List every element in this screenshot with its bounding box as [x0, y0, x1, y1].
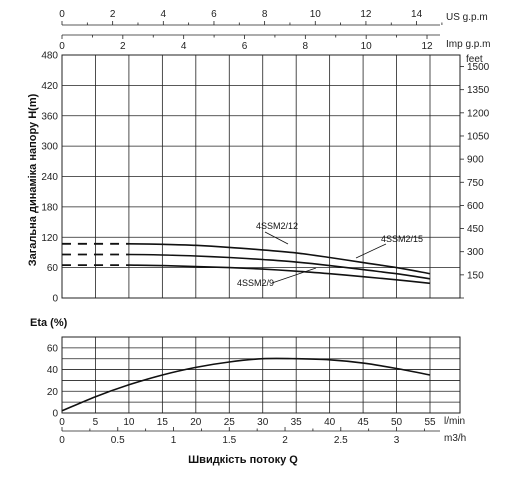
x-lmin-tick-label: 35: [291, 417, 303, 428]
x-lmin-tick-label: 40: [324, 417, 336, 428]
us-tick-label: 0: [59, 9, 65, 20]
feet-tick-label: 300: [467, 247, 484, 258]
imp-tick-label: 10: [361, 41, 373, 52]
imp-tick-label: 8: [303, 41, 309, 52]
us-tick-label: 12: [360, 9, 372, 20]
head-chart-grid: [61, 54, 461, 299]
head-y-tick-label: 60: [47, 263, 59, 274]
feet-tick-label: 750: [467, 178, 484, 189]
eta-y-tick-label: 20: [47, 387, 59, 398]
head-y-tick-label: 0: [52, 294, 58, 305]
x-axis-lmin: 0 5 10 15 20 25 30 35 40 45 50 55: [59, 417, 436, 428]
x-lmin-tick-label: 30: [257, 417, 269, 428]
x-axis-title: Швидкість потоку Q: [188, 454, 298, 466]
x-m3h-tick-label: 0: [59, 435, 65, 446]
x-lmin-tick-label: 25: [224, 417, 236, 428]
top-axis-us-unit: US g.p.m: [446, 12, 488, 23]
head-y-tick-label: 180: [41, 202, 58, 213]
x-lmin-tick-label: 55: [424, 417, 436, 428]
imp-tick-label: 6: [242, 41, 248, 52]
x-axis-m3h-unit: m3/h: [444, 433, 466, 444]
feet-tick-label: 1500: [467, 62, 490, 73]
x-m3h-tick-label: 2: [282, 435, 288, 446]
head-y-tick-label: 360: [41, 111, 58, 122]
x-m3h-tick-label: 1.5: [222, 435, 236, 446]
x-m3h-tick-label: 2.5: [334, 435, 348, 446]
x-lmin-tick-label: 0: [59, 417, 65, 428]
feet-tick-label: 450: [467, 224, 484, 235]
eta-frame: [61, 336, 461, 414]
series-label-4ssm2-9: 4SSM2/9: [237, 278, 274, 288]
eta-y-ticks: 0 20 40 60: [47, 343, 59, 419]
head-y-tick-label: 120: [41, 233, 58, 244]
head-y-tick-label: 240: [41, 172, 58, 183]
x-lmin-tick-label: 45: [358, 417, 370, 428]
head-y-tick-label: 480: [41, 51, 58, 62]
us-tick-label: 8: [262, 9, 268, 20]
x-m3h-tick-label: 1: [171, 435, 177, 446]
top-axis-us-gpm: 0 2 4 6 8 10 12 14: [59, 9, 443, 26]
series-label-4ssm2-15: 4SSM2/15: [381, 234, 423, 244]
feet-tick-label: 150: [467, 270, 484, 281]
imp-tick-label: 12: [421, 41, 433, 52]
eta-y-tick-label: 0: [52, 409, 58, 420]
us-tick-label: 2: [110, 9, 116, 20]
series-label-4ssm2-12: 4SSM2/12: [256, 221, 298, 231]
eta-chart-grid: [61, 336, 461, 414]
label-leader-9: [271, 267, 317, 284]
feet-tick-label: 1050: [467, 131, 490, 142]
top-axis-imp-unit: Imp g.p.m: [446, 39, 490, 50]
imp-tick-label: 4: [181, 41, 187, 52]
head-y-ticks: 0 60 120 180 240 300 360 420 480: [41, 51, 58, 305]
x-lmin-tick-label: 20: [190, 417, 202, 428]
label-leader-15: [355, 243, 387, 259]
us-tick-label: 10: [310, 9, 322, 20]
imp-tick-label: 0: [59, 41, 65, 52]
head-curve-4SSM2/12: [128, 253, 431, 280]
label-leader-12: [264, 231, 289, 245]
x-m3h-tick-label: 0.5: [111, 435, 125, 446]
x-lmin-tick-label: 10: [123, 417, 135, 428]
us-tick-label: 14: [411, 9, 423, 20]
head-y-tick-label: 300: [41, 142, 58, 153]
head-curve-4SSM2/15: [128, 243, 431, 275]
feet-tick-label: 600: [467, 201, 484, 212]
us-tick-label: 6: [211, 9, 217, 20]
feet-unit-label: feet: [466, 54, 483, 65]
x-m3h-tick-label: 3: [394, 435, 400, 446]
eta-efficiency-curve: [61, 357, 431, 412]
eta-curve: [61, 357, 431, 412]
imp-tick-label: 2: [120, 41, 126, 52]
top-axis-imp-gpm: 0 2 4 6 8 10 12: [59, 34, 440, 52]
head-axis-title: Загальна динаміка напору H(m): [27, 93, 39, 266]
eta-axis-title: Eta (%): [30, 317, 68, 329]
x-lmin-tick-label: 15: [157, 417, 169, 428]
x-axis-m3h: 0 0.5 1 1.5 2 2.5 3: [59, 427, 440, 446]
feet-tick-label: 1350: [467, 85, 490, 96]
eta-y-tick-label: 60: [47, 343, 59, 354]
head-curve-4SSM2/9: [128, 264, 431, 285]
x-lmin-tick-label: 5: [93, 417, 99, 428]
x-axis-lmin-unit: l/min: [444, 416, 465, 427]
us-tick-label: 4: [161, 9, 167, 20]
eta-y-tick-label: 40: [47, 365, 59, 376]
feet-tick-label: 900: [467, 155, 484, 166]
head-feet-ticks: 150 300 450 600 750 900 1050 1200 1350 1500: [460, 62, 490, 299]
head-curves: [61, 242, 431, 285]
feet-tick-label: 1200: [467, 108, 490, 119]
x-lmin-tick-label: 50: [391, 417, 403, 428]
head-y-tick-label: 420: [41, 81, 58, 92]
